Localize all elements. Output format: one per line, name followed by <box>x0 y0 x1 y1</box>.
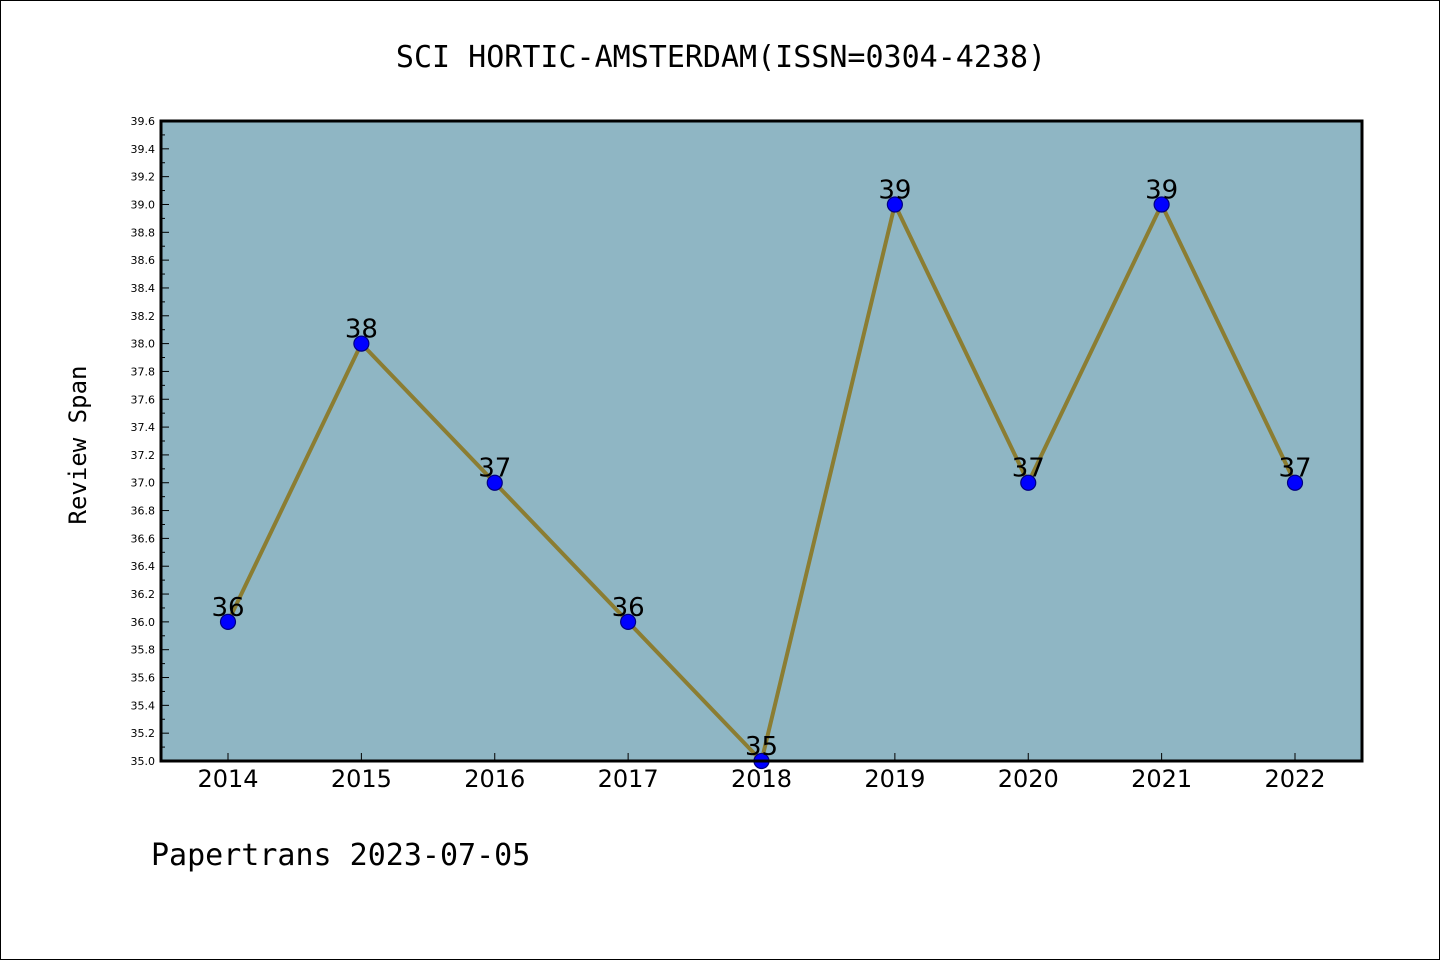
y-tick-label: 35.0 <box>131 755 156 768</box>
y-tick-label: 38.2 <box>131 310 156 323</box>
y-axis-label: Review Span <box>64 366 92 525</box>
data-point <box>353 335 370 352</box>
data-labels: 36 38 37 36 35 39 37 39 37 <box>211 175 1311 762</box>
data-label: 36 <box>612 593 645 623</box>
x-tick-label: 2018 <box>731 765 792 793</box>
x-tick-label: 2014 <box>197 765 258 793</box>
x-tick-label: 2016 <box>464 765 525 793</box>
y-tick-label: 39.0 <box>131 198 156 211</box>
y-tick-label: 37.2 <box>131 449 156 462</box>
data-label: 36 <box>211 593 244 623</box>
plot-border <box>159 119 1364 763</box>
y-tick-label: 35.6 <box>131 672 156 685</box>
y-tick-label: 35.4 <box>131 699 156 712</box>
data-point <box>486 474 503 491</box>
y-tick-label: 37.4 <box>131 421 156 434</box>
x-tick-label: 2021 <box>1131 765 1192 793</box>
data-label: 38 <box>345 315 378 345</box>
x-tick-label: 2019 <box>864 765 925 793</box>
data-label: 39 <box>1145 175 1178 205</box>
data-point <box>886 196 903 213</box>
data-point <box>1020 474 1037 491</box>
x-tick-label: 2017 <box>598 765 659 793</box>
chart-title: SCI HORTIC-AMSTERDAM(ISSN=0304-4238) <box>396 40 1046 75</box>
x-tick-label: 2022 <box>1264 765 1325 793</box>
x-tick-label: 2015 <box>331 765 392 793</box>
y-tick-label: 38.8 <box>131 226 156 239</box>
y-tick-label: 37.0 <box>131 477 156 490</box>
y-tick-label: 36.8 <box>131 505 156 518</box>
data-point <box>620 613 637 630</box>
y-tick-label: 36.4 <box>131 560 156 573</box>
y-tick-label: 37.6 <box>131 393 156 406</box>
y-tick-label: 39.4 <box>131 143 156 156</box>
y-tick-label: 36.0 <box>131 616 156 629</box>
y-tick-label: 37.8 <box>131 365 156 378</box>
y-tick-label: 38.0 <box>131 338 156 351</box>
data-label: 35 <box>745 732 778 762</box>
data-label: 37 <box>1012 454 1045 484</box>
data-point <box>1286 474 1304 491</box>
plot-area <box>161 121 1362 761</box>
y-tick-label: 39.6 <box>131 115 156 128</box>
y-tick-label: 38.4 <box>131 282 156 295</box>
data-point <box>1153 196 1170 213</box>
y-tick-label: 38.6 <box>131 254 156 267</box>
y-tick-label: 36.2 <box>131 588 156 601</box>
x-tick-label: 2020 <box>998 765 1059 793</box>
y-tick-label: 35.8 <box>131 644 156 657</box>
y-tick-label: 36.6 <box>131 532 156 545</box>
x-axis-ticks: 2014 2015 2016 2017 2018 2019 2020 2021 2022 <box>197 753 1326 793</box>
y-tick-label: 35.2 <box>131 727 156 740</box>
data-point <box>219 613 237 630</box>
data-label: 37 <box>1278 454 1311 484</box>
data-label: 39 <box>878 175 911 205</box>
y-axis-ticks: 35.0 35.2 35.4 35.6 35.8 36.0 36.2 36.4 36.6 36.8… <box>131 115 169 768</box>
footer-text: Papertrans 2023-07-05 <box>151 838 530 873</box>
data-label: 37 <box>478 454 511 484</box>
y-tick-label: 39.2 <box>131 171 156 184</box>
